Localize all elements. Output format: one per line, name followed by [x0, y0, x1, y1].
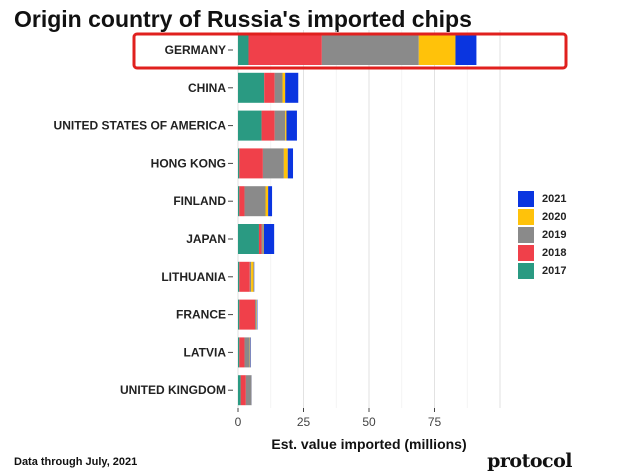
bar-2019 — [274, 110, 286, 141]
bar-2018 — [239, 337, 245, 368]
legend-label-2019: 2019 — [542, 229, 567, 241]
category-label: CHINA — [188, 81, 226, 95]
category-label: UNITED KINGDOM — [120, 383, 226, 397]
bar-2019 — [261, 224, 263, 254]
bar-2017 — [238, 186, 240, 217]
bar-2020 — [285, 110, 287, 141]
category-label: HONG KONG — [151, 156, 226, 170]
bar-2021 — [256, 299, 258, 330]
legend-item-2017: 2017 — [518, 262, 588, 280]
category-label: FINLAND — [173, 194, 226, 208]
legend: 2021 2020 2019 2018 2017 — [518, 190, 588, 280]
bar-2017 — [238, 261, 240, 292]
bar-2020 — [251, 261, 254, 292]
bar-2021 — [268, 186, 273, 217]
x-tick-label: 0 — [235, 415, 242, 429]
brand-logo: protocol — [487, 450, 572, 472]
bar-2017 — [238, 72, 265, 103]
bar-2017 — [238, 35, 249, 65]
bar-2020 — [418, 35, 456, 65]
legend-swatch-2021 — [518, 191, 534, 207]
bar-2018 — [248, 35, 322, 65]
x-tick-label: 75 — [428, 415, 442, 429]
highlight-box — [132, 32, 568, 70]
x-tick-label: 25 — [297, 415, 311, 429]
bar-2017 — [238, 224, 259, 254]
legend-label-2021: 2021 — [542, 193, 567, 205]
legend-swatch-2018 — [518, 245, 534, 261]
category-label: LATVIA — [184, 345, 227, 359]
category-label: LITHUANIA — [161, 270, 226, 284]
bar-2019 — [321, 35, 419, 65]
bar-2021 — [287, 148, 294, 179]
bar-2018 — [258, 224, 262, 254]
bar-2018 — [264, 72, 275, 103]
bar-2017 — [238, 299, 240, 330]
bar-2017 — [238, 337, 240, 368]
bar-2019 — [262, 148, 284, 179]
bar-2021 — [286, 110, 297, 141]
bar-2021 — [253, 261, 255, 292]
bar-2020 — [256, 299, 257, 330]
category-label: UNITED STATES OF AMERICA — [54, 119, 227, 133]
chart-title: Origin country of Russia's imported chip… — [14, 6, 472, 32]
bar-2018 — [239, 148, 263, 179]
bar-2018 — [239, 261, 250, 292]
bar-2019 — [244, 186, 266, 217]
legend-swatch-2017 — [518, 263, 534, 279]
bar-2017 — [238, 110, 262, 141]
legend-label-2020: 2020 — [542, 211, 567, 223]
bar-2019 — [245, 375, 252, 406]
bar-2021 — [263, 224, 275, 254]
bar-2020 — [283, 148, 288, 179]
bar-2019 — [244, 337, 250, 368]
bar-2020 — [265, 186, 269, 217]
x-tick-label: 50 — [362, 415, 376, 429]
bar-2021 — [455, 35, 477, 65]
bar-2018 — [261, 110, 275, 141]
legend-swatch-2020 — [518, 209, 534, 225]
legend-label-2017: 2017 — [542, 265, 567, 277]
bar-2019 — [255, 299, 257, 330]
category-label: FRANCE — [176, 308, 226, 322]
legend-item-2019: 2019 — [518, 226, 588, 244]
bar-2021 — [285, 72, 299, 103]
legend-item-2018: 2018 — [518, 244, 588, 262]
category-label: JAPAN — [186, 232, 226, 246]
legend-item-2021: 2021 — [518, 190, 588, 208]
category-label: GERMANY — [165, 43, 226, 57]
bar-2019 — [249, 261, 252, 292]
legend-label-2018: 2018 — [542, 247, 567, 259]
bar-2019 — [274, 72, 283, 103]
bar-2018 — [239, 186, 245, 217]
bar-2020 — [262, 224, 264, 254]
bar-2020 — [282, 72, 286, 103]
bar-2021 — [250, 337, 251, 368]
bar-2020 — [249, 337, 251, 368]
bar-2018 — [240, 375, 246, 406]
legend-swatch-2019 — [518, 227, 534, 243]
bar-2017 — [238, 375, 241, 406]
bar-2017 — [238, 148, 240, 179]
footer-note: Data through July, 2021 — [14, 456, 138, 468]
x-axis-title: Est. value imported (millions) — [271, 436, 467, 452]
legend-item-2020: 2020 — [518, 208, 588, 226]
bar-2018 — [239, 299, 256, 330]
